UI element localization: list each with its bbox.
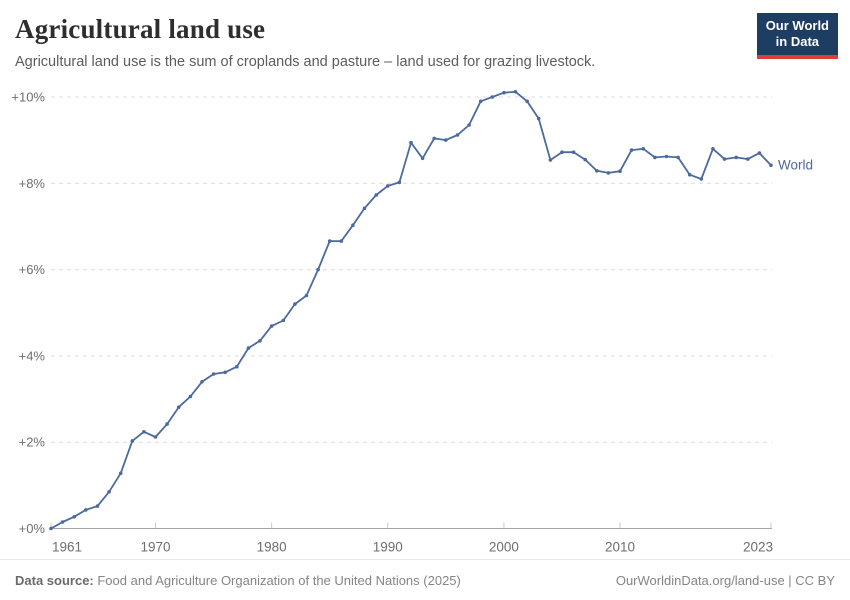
data-point-marker [72, 515, 76, 519]
data-point-marker [211, 372, 216, 376]
owid-logo-line1: Our World [765, 18, 829, 33]
data-point-marker [536, 116, 541, 121]
data-point-marker [455, 133, 460, 137]
world-line [50, 90, 772, 530]
data-point-marker [641, 147, 646, 151]
data-point-marker [153, 435, 158, 439]
x-axis-tick-label: 1961 [52, 540, 82, 555]
data-source-text: Food and Agriculture Organization of the… [93, 573, 461, 588]
series-label-world[interactable]: World [778, 158, 813, 173]
data-point-marker [223, 370, 227, 375]
y-axis-tick-label: +2% [19, 435, 46, 450]
data-point-marker [49, 526, 53, 531]
data-source: Data source: Food and Agriculture Organi… [15, 573, 461, 588]
data-point-marker [339, 239, 344, 243]
y-axis-tick-label: +4% [19, 348, 46, 363]
data-point-marker [467, 123, 471, 127]
chart-header: Agricultural land use Agricultural land … [15, 14, 750, 70]
data-point-marker [176, 405, 181, 410]
y-axis-tick-label: +0% [19, 521, 46, 536]
data-point-marker [583, 157, 587, 162]
data-point-marker [60, 520, 65, 524]
data-point-marker [374, 193, 379, 197]
y-axis-tick-label: +10% [11, 90, 45, 105]
data-point-marker [130, 439, 135, 443]
data-point-marker [293, 302, 297, 306]
data-point-marker [444, 138, 448, 142]
data-point-marker [84, 508, 88, 512]
x-axis-tick-label: 2023 [743, 540, 773, 555]
data-point-marker [571, 150, 576, 154]
data-point-marker [734, 155, 738, 160]
data-point-marker [269, 324, 274, 328]
data-point-marker [525, 99, 529, 104]
owid-logo[interactable]: Our World in Data [756, 13, 838, 59]
license-credit[interactable]: OurWorldinData.org/land-use | CC BY [615, 573, 835, 588]
data-point-marker [420, 156, 425, 161]
data-point-marker [386, 184, 390, 188]
data-point-marker [513, 90, 518, 94]
x-axis-tick-label: 1980 [257, 540, 287, 555]
data-point-marker [188, 394, 193, 399]
data-point-marker [699, 177, 704, 181]
data-point-marker [595, 169, 599, 173]
data-point-marker [606, 171, 611, 175]
data-point-marker [200, 380, 204, 384]
data-point-marker [746, 157, 750, 161]
data-point-marker [351, 223, 355, 227]
data-point-marker [246, 346, 251, 350]
data-point-marker [258, 339, 262, 343]
chart-footer: Data source: Food and Agriculture Organi… [0, 559, 850, 600]
data-point-marker [769, 163, 773, 167]
data-point-marker [165, 422, 169, 426]
data-point-marker [664, 154, 669, 159]
data-point-marker [107, 490, 111, 494]
x-axis-tick-label: 2000 [489, 540, 519, 555]
x-axis-tick-label: 1970 [140, 540, 170, 555]
line-chart: +0% +2% +4% +6% +8% +10% 1961 1970 1980 1990 2000 2… [11, 90, 813, 555]
data-point-marker [397, 180, 402, 185]
data-point-marker [478, 99, 483, 104]
data-point-marker [502, 90, 506, 95]
data-point-marker [711, 147, 715, 151]
data-point-marker [235, 364, 239, 369]
data-point-marker [362, 206, 367, 211]
data-point-marker [653, 155, 657, 160]
x-axis-tick-label: 1990 [373, 540, 403, 555]
data-point-marker [316, 267, 320, 272]
y-axis-tick-label: +6% [19, 262, 46, 277]
data-source-label: Data source: [15, 573, 94, 588]
data-point-marker [676, 155, 680, 160]
data-point-marker [757, 151, 762, 155]
y-axis-tick-label: +8% [19, 176, 46, 191]
data-point-marker [142, 430, 146, 434]
x-axis-tick-label: 2010 [605, 540, 635, 555]
data-point-marker [490, 95, 495, 99]
data-point-marker [548, 158, 553, 162]
data-point-marker [629, 148, 634, 152]
owid-logo-line2: in Data [775, 34, 820, 50]
data-point-marker [304, 293, 309, 298]
data-point-marker [118, 471, 123, 476]
data-point-marker [409, 140, 413, 145]
data-point-marker [618, 169, 622, 173]
data-point-marker [722, 157, 727, 161]
data-point-marker [687, 172, 692, 177]
data-point-marker [95, 504, 100, 508]
data-point-marker [327, 239, 332, 243]
data-point-marker [281, 318, 286, 323]
chart-subtitle: Agricultural land use is the sum of crop… [15, 54, 596, 70]
data-point-marker [560, 150, 564, 154]
page-title: Agricultural land use [15, 14, 266, 44]
data-point-marker [432, 136, 437, 141]
